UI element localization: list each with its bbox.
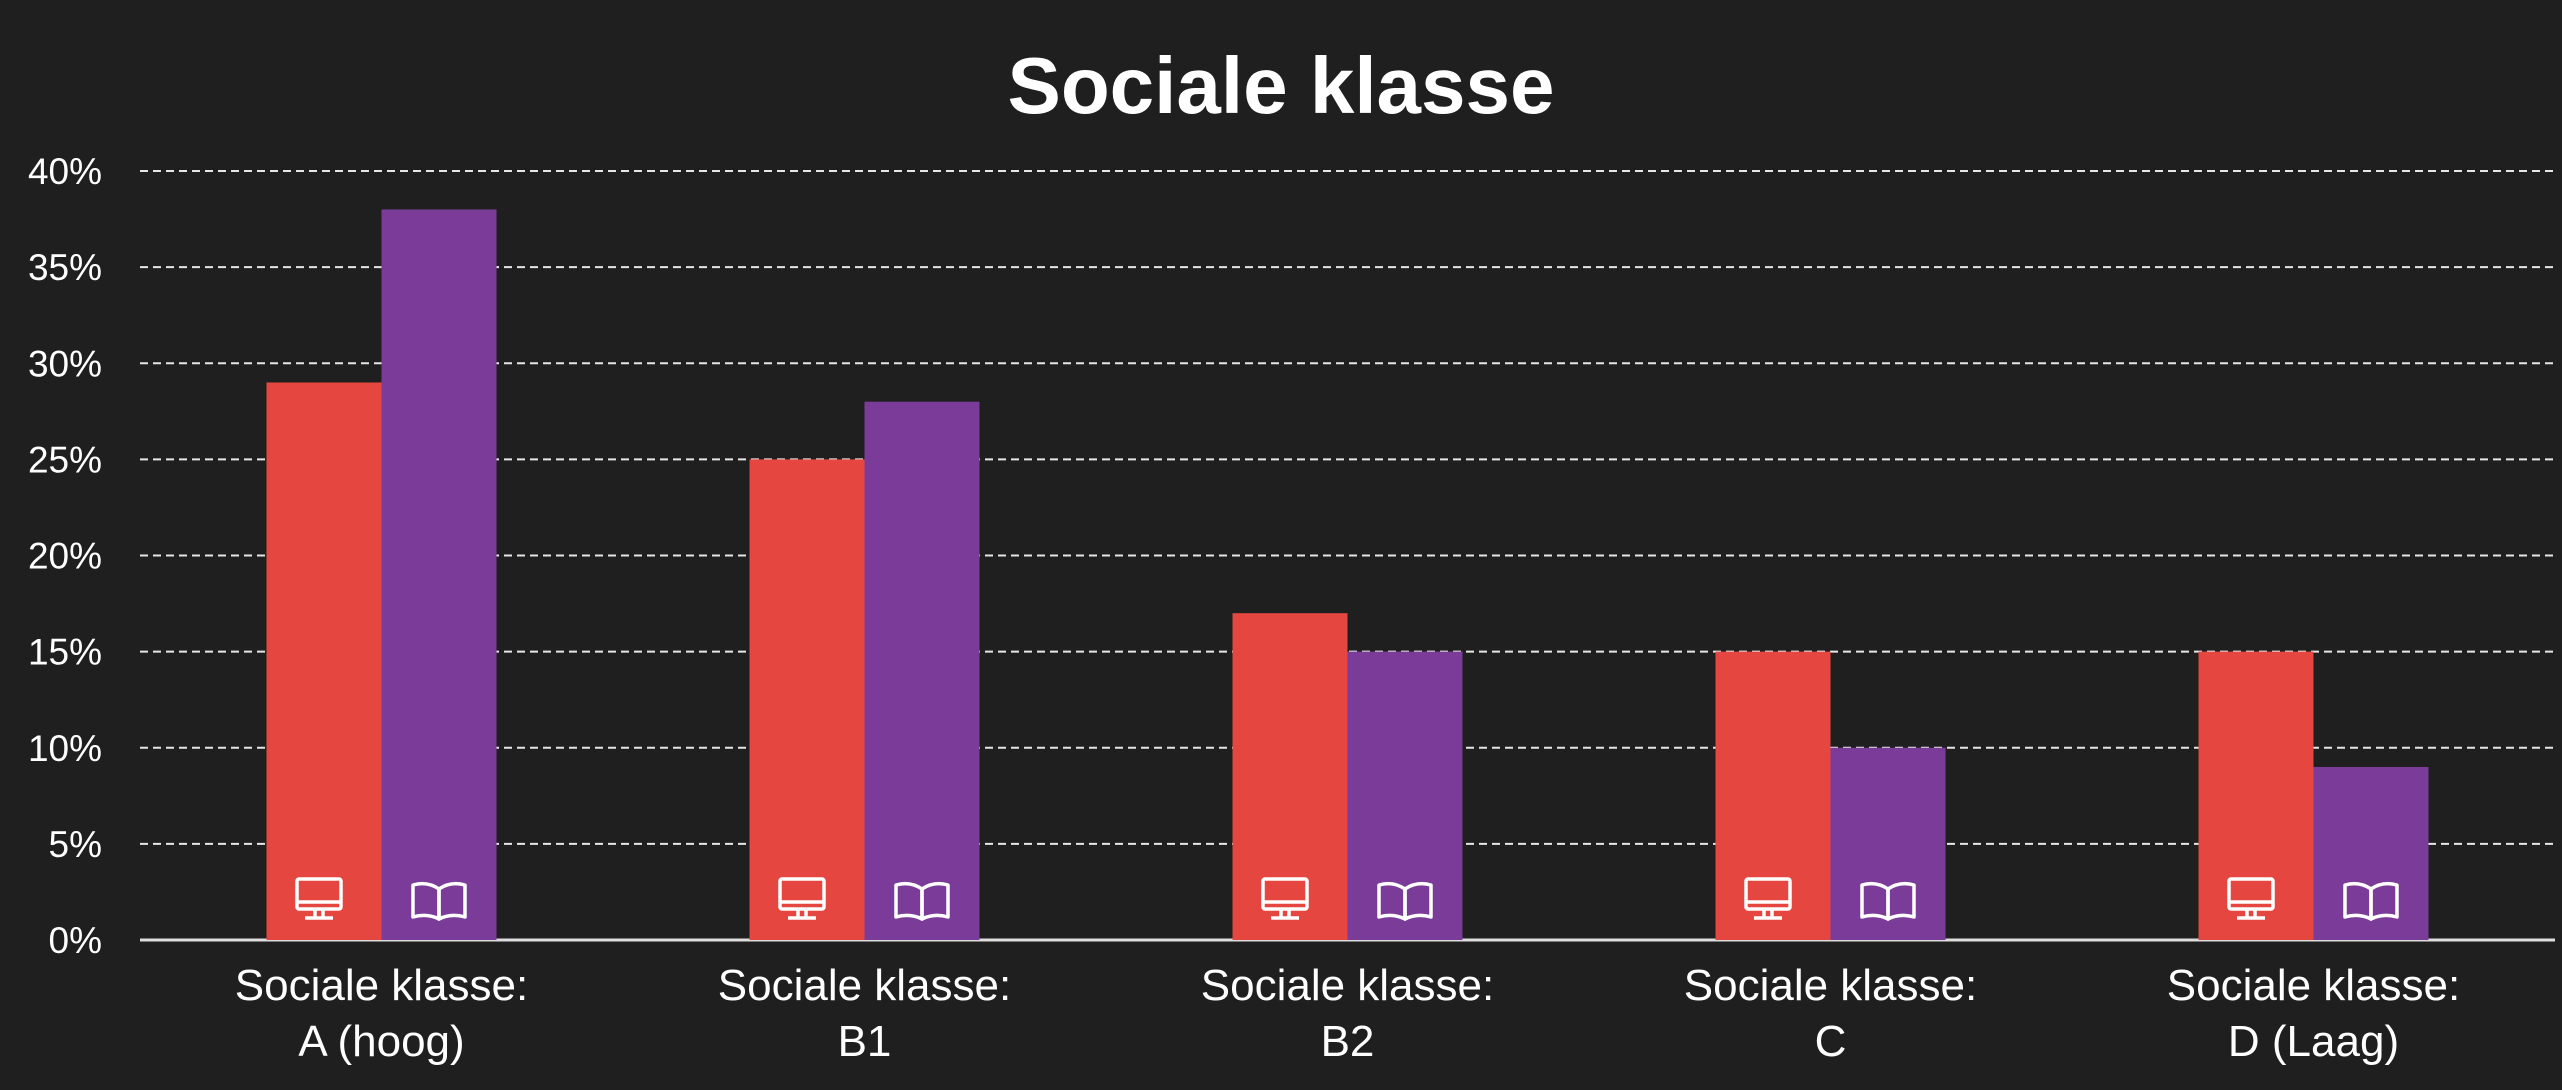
x-tick-label: Sociale klasse: C: [1684, 961, 1977, 1066]
bar: [864, 401, 980, 940]
monitor-icon: [295, 877, 343, 920]
bar: [1232, 613, 1348, 940]
y-tick-label: 40%: [28, 151, 102, 192]
y-tick-label: 20%: [28, 536, 102, 577]
y-tick-label: 25%: [28, 439, 102, 480]
bar: [381, 209, 497, 940]
chart-title: Sociale klasse: [1007, 41, 1554, 130]
x-tick-label: Sociale klasse: B1: [718, 961, 1011, 1066]
book-icon: [894, 881, 950, 921]
bar: [1715, 651, 1831, 940]
y-tick-label: 30%: [28, 343, 102, 384]
bar: [749, 459, 865, 940]
bars: [266, 209, 2429, 941]
x-tick-label: Sociale klasse: A (hoog): [235, 961, 528, 1066]
x-axis: Sociale klasse: A (hoog) Sociale klasse: B1…: [235, 961, 2460, 1066]
bar: [2198, 651, 2314, 940]
bar: [266, 382, 382, 941]
monitor-icon: [1261, 877, 1309, 920]
y-tick-label: 10%: [28, 728, 102, 769]
monitor-icon: [778, 877, 826, 920]
book-icon: [1377, 881, 1433, 921]
y-tick-label: 5%: [49, 824, 102, 865]
book-icon: [1860, 881, 1916, 921]
y-tick-label: 35%: [28, 247, 102, 288]
monitor-icon: [1744, 877, 1792, 920]
x-tick-label: Sociale klasse: B2: [1201, 961, 1494, 1066]
book-icon: [411, 881, 467, 921]
y-axis: 0% 5% 10% 15% 20% 25% 30% 35% 40%: [28, 151, 102, 961]
y-tick-label: 15%: [28, 632, 102, 673]
book-icon: [2343, 881, 2399, 921]
y-tick-label: 0%: [49, 920, 102, 961]
monitor-icon: [2227, 877, 2275, 920]
x-tick-label: Sociale klasse: D (Laag): [2167, 961, 2460, 1066]
